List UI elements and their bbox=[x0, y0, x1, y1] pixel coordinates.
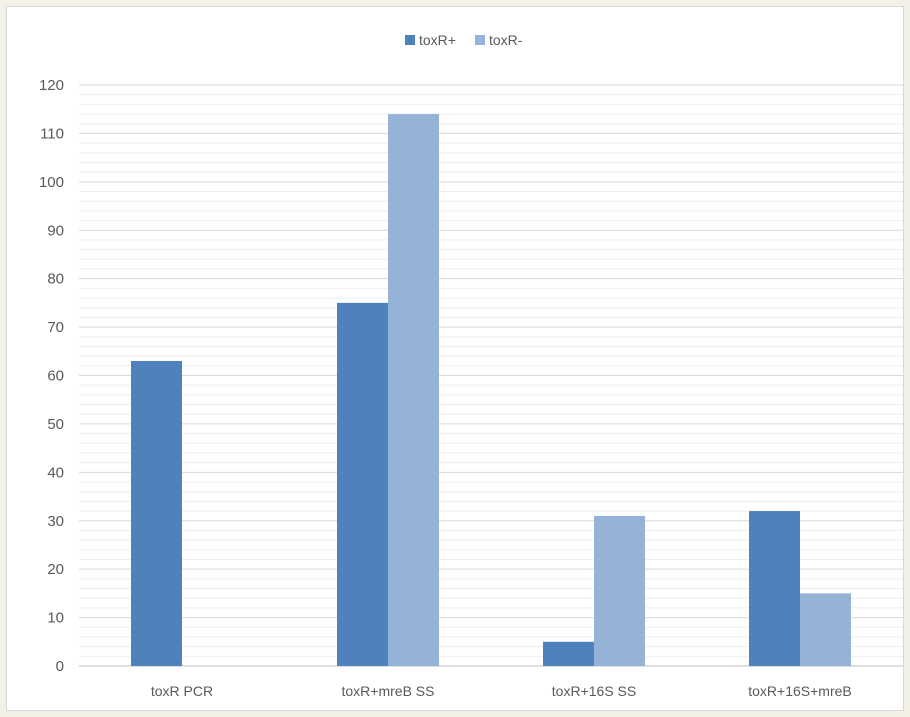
y-tick-label: 0 bbox=[56, 658, 64, 675]
chart-frame: 0 10 20 30 40 50 60 70 80 90 100 110 120 toxR PCR tox… bbox=[6, 6, 904, 711]
y-axis: 0 10 20 30 40 50 60 70 80 90 100 110 120 bbox=[39, 77, 64, 675]
x-category-label: toxR PCR bbox=[151, 683, 213, 699]
bar-toxR-2 bbox=[543, 641, 594, 666]
bar-toxR-1 bbox=[337, 302, 388, 666]
y-tick-label: 30 bbox=[47, 513, 64, 530]
y-tick-label: 120 bbox=[39, 77, 64, 94]
x-category-label: toxR+16S SS bbox=[552, 683, 636, 699]
legend-label: toxR- bbox=[489, 32, 523, 48]
y-tick-label: 70 bbox=[47, 319, 64, 336]
y-tick-label: 40 bbox=[47, 464, 64, 481]
bar-toxR-2 bbox=[594, 515, 645, 666]
grid-lines bbox=[79, 84, 903, 667]
bars bbox=[131, 114, 851, 667]
x-category-label: toxR+mreB SS bbox=[342, 683, 435, 699]
y-tick-label: 10 bbox=[47, 610, 64, 627]
bar-toxR-1 bbox=[388, 114, 439, 667]
legend-label: toxR+ bbox=[419, 32, 456, 48]
bar-toxR-3 bbox=[749, 511, 800, 666]
y-tick-label: 20 bbox=[47, 561, 64, 578]
bar-toxR-3 bbox=[800, 593, 851, 666]
legend-swatch bbox=[475, 35, 485, 45]
y-tick-label: 50 bbox=[47, 416, 64, 433]
legend: toxR+ toxR- bbox=[405, 32, 523, 48]
y-tick-label: 100 bbox=[39, 174, 64, 191]
x-category-label: toxR+16S+mreB bbox=[748, 683, 852, 699]
y-tick-label: 90 bbox=[47, 222, 64, 239]
legend-swatch bbox=[405, 35, 415, 45]
bar-toxR-0 bbox=[131, 360, 182, 666]
x-axis: toxR PCR toxR+mreB SS toxR+16S SS toxR+16S+… bbox=[151, 683, 852, 699]
y-tick-label: 110 bbox=[40, 125, 64, 142]
y-tick-label: 80 bbox=[47, 271, 64, 288]
y-tick-label: 60 bbox=[47, 368, 64, 385]
